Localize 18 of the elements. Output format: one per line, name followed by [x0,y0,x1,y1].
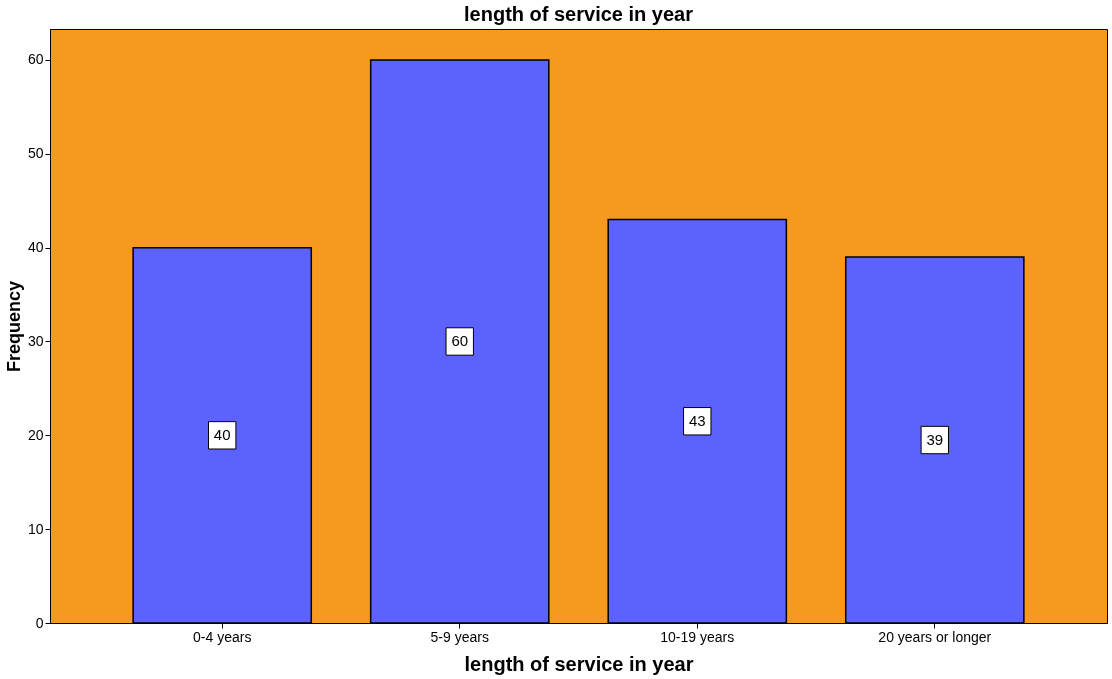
y-axis-title: Frequency [3,280,24,373]
y-tick-label: 0 [35,614,44,631]
data-label: 60 [451,332,469,350]
data-label: 39 [926,431,944,449]
y-tick-label: 10 [27,520,44,537]
y-tick-label: 20 [27,426,44,443]
chart-title: length of service in year [464,3,694,25]
x-tick-label: 20 years or longer [878,628,992,645]
x-tick-label: 0-4 years [193,628,252,645]
y-tick-label: 60 [27,51,44,68]
y-tick-label: 30 [27,332,44,349]
y-tick-label: 40 [27,239,44,256]
y-tick-label: 50 [27,145,44,162]
x-tick-label: 10-19 years [660,628,735,645]
data-label: 40 [213,426,231,444]
data-label: 43 [688,412,706,430]
x-axis-title: length of service in year [464,652,694,675]
x-tick-label: 5-9 years [430,628,489,645]
